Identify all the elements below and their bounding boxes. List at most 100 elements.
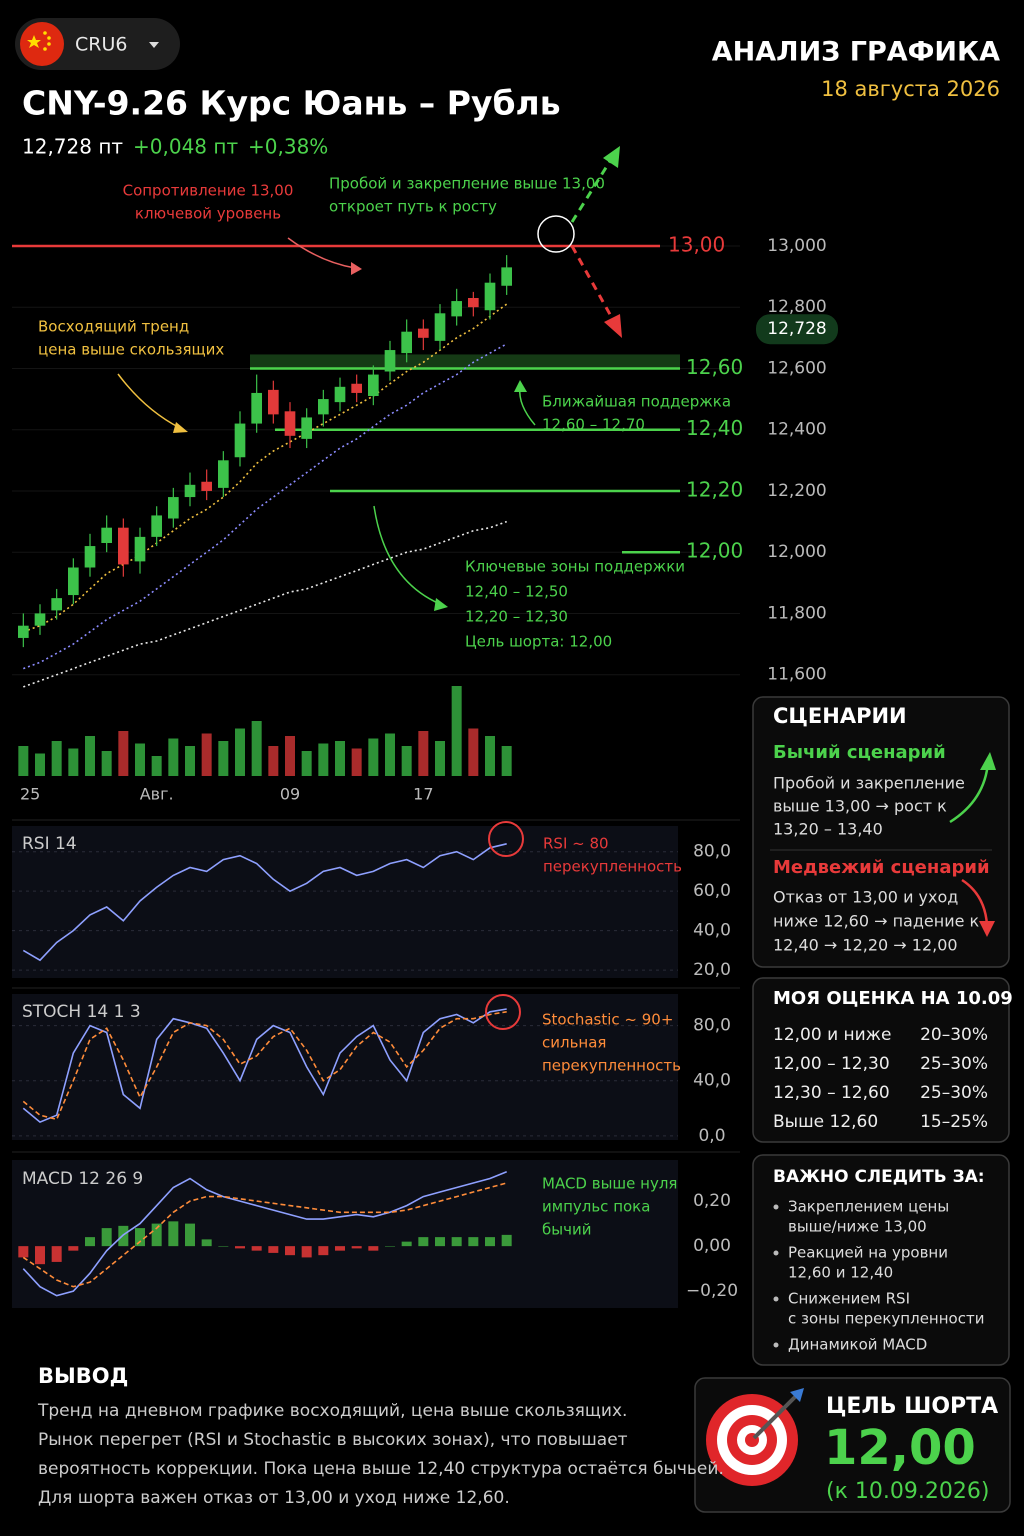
level-label: 12,40 [686,416,743,440]
histogram-bar [368,1246,379,1251]
ticker[interactable]: CRU6 [75,34,127,56]
annotation: 12,40 – 12,50 [465,583,568,601]
annotation: 12,60 – 12,70 [542,416,645,434]
volume-bar [385,733,395,776]
volume-bar [168,738,179,776]
estimate-prob: 25–30% [920,1054,988,1074]
panel-title: MACD 12 26 9 [22,1169,143,1189]
candle-body [401,331,412,354]
volume-bar [485,736,495,776]
histogram-bar [118,1225,129,1247]
histogram-bar [351,1246,362,1249]
candle-body [184,484,196,498]
y-tick-label: 11,600 [767,665,826,685]
panel-title: STOCH 14 1 3 [22,1002,141,1022]
histogram-bar [151,1223,162,1247]
price: 12,728 пт [22,135,123,159]
target-title: ЦЕЛЬ ШОРТА [826,1394,998,1419]
watch-item: с зоны перекупленности [788,1310,984,1328]
dart-fletch [790,1388,804,1402]
histogram-bar [251,1246,262,1251]
arrow-head [173,422,188,433]
volume-bar [268,746,279,776]
bullet [773,1342,779,1348]
dropdown-icon[interactable] [149,42,159,48]
panel-title: СЦЕНАРИИ [773,704,907,728]
y-tick-label: 0,20 [693,1191,731,1211]
bear-icon [961,878,989,926]
y-tick-label: 40,0 [693,1071,731,1091]
arrow [117,373,181,429]
scenario-text: Отказ от 13,00 и уход [773,888,958,907]
histogram-bar [235,1246,245,1249]
estimate-range: 12,00 – 12,30 [773,1054,890,1074]
y-tick-label: 12,000 [767,542,826,562]
estimate-panel [752,977,1010,1143]
target-value: 12,00 [824,1420,976,1476]
watch-panel [752,1154,1010,1366]
indicator-line [22,1008,507,1124]
estimate-range: Выше 12,60 [773,1112,878,1132]
y-tick-label: 0,0 [698,1126,725,1146]
candle-body [18,625,29,638]
y-tick-label: 12,200 [767,481,826,501]
level-label: 13,00 [668,232,725,256]
conclusion-line: Тренд на дневном графике восходящий, цен… [37,1401,627,1421]
volume-bar [68,748,79,776]
volume-bar [118,731,129,776]
candle-body [51,598,62,611]
estimate-prob: 20–30% [920,1025,988,1045]
annotation: цена выше скользящих [38,341,224,359]
candle-body [318,399,329,415]
candle-body [484,282,496,311]
y-tick-label: 0,00 [693,1236,731,1256]
panel-title: ВАЖНО СЛЕДИТЬ ЗА: [773,1167,985,1187]
volume-bar [335,741,345,776]
candle-body [34,613,46,626]
indicator-line [22,1182,507,1288]
level-label: 12,00 [686,539,743,563]
histogram-bar [418,1237,429,1247]
annotation: бычий [542,1221,591,1239]
histogram-bar [451,1237,462,1247]
last-price-tag [756,314,838,345]
flag-star [47,36,51,40]
y-tick-label: 13,000 [767,236,826,256]
flag-star [43,47,47,51]
volume-bar [235,728,245,776]
breakout-circle [537,215,575,253]
volume-bar [468,728,479,776]
volume-bar [318,743,329,776]
flag-star [47,42,51,46]
volume-bar [301,751,312,776]
conclusion-line: Для шорта важен отказ от 13,00 и уход ни… [38,1488,510,1508]
level-label: 12,20 [686,477,743,501]
scenarios-panel [752,696,1010,968]
bullet [773,1296,779,1302]
support-zone [250,354,680,369]
histogram-bar [401,1241,412,1247]
volume-bar [451,686,462,776]
volume-bar [251,721,262,776]
volume-bar [201,733,212,776]
scenario-text: ниже 12,60 → падение к [773,912,980,931]
x-tick-label: 09 [280,785,300,804]
candle-body [234,423,246,458]
volume-bar [218,741,229,776]
bull-arrow [570,157,614,223]
y-tick-label: 20,0 [693,960,731,980]
histogram-bar [35,1246,45,1265]
watch-item: Динамикой MACD [788,1336,927,1354]
y-tick-label: 11,800 [767,603,826,623]
annotation: Цель шорта: 12,00 [465,633,612,651]
histogram-bar [101,1228,112,1247]
scenario-text: выше 13,00 → рост к [773,797,947,816]
last-price-label: 12,728 [767,319,826,339]
y-tick-label: −0,20 [686,1281,738,1301]
histogram-bar [385,1246,395,1247]
annotation: Пробой и закрепление выше 13,00 [329,175,605,193]
volume-bar [135,743,145,776]
change-pct: +0,38% [248,135,328,159]
candle-body [301,417,312,439]
